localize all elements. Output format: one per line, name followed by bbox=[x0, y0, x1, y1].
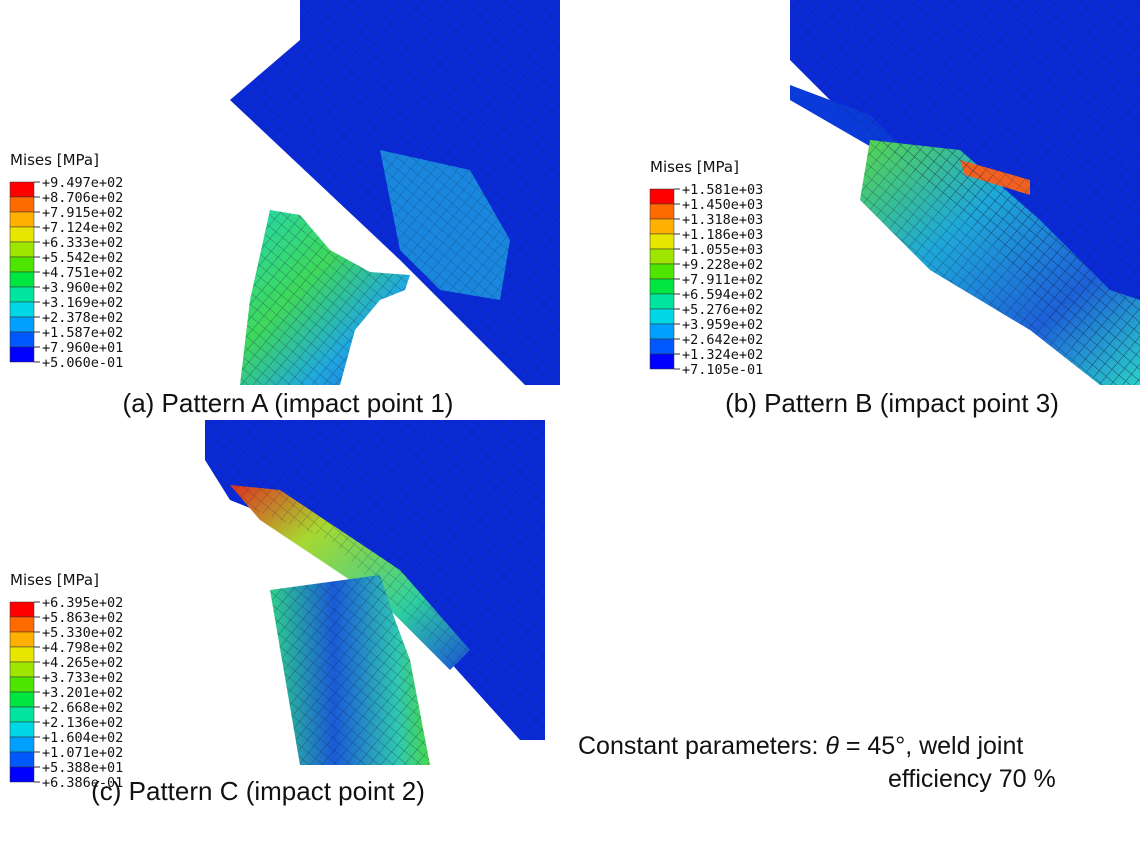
legend-swatch bbox=[10, 347, 34, 362]
legend-swatch bbox=[650, 339, 674, 354]
note-text: Constant parameters: bbox=[578, 732, 825, 760]
legend-value: +5.330e+02 bbox=[42, 625, 123, 641]
legend-swatch bbox=[10, 692, 34, 707]
legend-swatch bbox=[10, 272, 34, 287]
figure: (a) Pattern A (impact point 1) (b) Patte… bbox=[0, 0, 1140, 841]
legend-swatch bbox=[10, 242, 34, 257]
legend-value: +1.604e+02 bbox=[42, 730, 123, 746]
legend-swatch bbox=[10, 647, 34, 662]
legend-value: +3.960e+02 bbox=[42, 280, 123, 296]
legend-value: +5.060e-01 bbox=[42, 355, 123, 371]
legend-swatch bbox=[650, 354, 674, 369]
legend-swatch bbox=[650, 249, 674, 264]
legend-swatch bbox=[650, 309, 674, 324]
legend-value: +8.706e+02 bbox=[42, 190, 123, 206]
legend-swatch bbox=[10, 617, 34, 632]
legend-value: +9.497e+02 bbox=[42, 175, 123, 191]
legend-value: +3.169e+02 bbox=[42, 295, 123, 311]
legend-swatch bbox=[650, 234, 674, 249]
legend-swatch bbox=[10, 317, 34, 332]
legend-title: Mises [MPa] bbox=[650, 158, 739, 176]
legend-value: +9.228e+02 bbox=[682, 257, 763, 273]
legend-swatch bbox=[650, 264, 674, 279]
legend-value: +3.733e+02 bbox=[42, 670, 123, 686]
caption: (c) Pattern C (impact point 2) bbox=[91, 776, 425, 806]
legend-swatch bbox=[650, 189, 674, 204]
legend-title: Mises [MPa] bbox=[10, 151, 99, 169]
legend-value: +1.055e+03 bbox=[682, 242, 763, 258]
legend-swatch bbox=[10, 707, 34, 722]
legend-swatch bbox=[10, 632, 34, 647]
legend-value: +2.668e+02 bbox=[42, 700, 123, 716]
legend-swatch bbox=[10, 182, 34, 197]
legend-value: +6.594e+02 bbox=[682, 287, 763, 303]
legend-value: +1.318e+03 bbox=[682, 212, 763, 228]
legend-value: +6.333e+02 bbox=[42, 235, 123, 251]
legend-swatch bbox=[10, 302, 34, 317]
legend-value: +7.960e+01 bbox=[42, 340, 123, 356]
legend-value: +5.542e+02 bbox=[42, 250, 123, 266]
legend-value: +4.798e+02 bbox=[42, 640, 123, 656]
legend-swatch bbox=[10, 332, 34, 347]
legend-value: +1.186e+03 bbox=[682, 227, 763, 243]
note-symbol: θ bbox=[825, 732, 839, 760]
legend-swatch bbox=[10, 227, 34, 242]
legend-value: +4.751e+02 bbox=[42, 265, 123, 281]
legend-value: +4.265e+02 bbox=[42, 655, 123, 671]
legend-value: +1.071e+02 bbox=[42, 745, 123, 761]
fea-image-c bbox=[205, 420, 545, 765]
legend-value: +1.587e+02 bbox=[42, 325, 123, 341]
note: efficiency 70 % bbox=[888, 765, 1056, 793]
caption: (b) Pattern B (impact point 3) bbox=[725, 388, 1059, 418]
legend-swatch bbox=[10, 287, 34, 302]
fea-image-a bbox=[230, 0, 560, 385]
legend-value: +2.642e+02 bbox=[682, 332, 763, 348]
legend-value: +6.395e+02 bbox=[42, 595, 123, 611]
legend-value: +1.581e+03 bbox=[682, 182, 763, 198]
legend-value: +2.136e+02 bbox=[42, 715, 123, 731]
legend-value: +1.450e+03 bbox=[682, 197, 763, 213]
legend-swatch bbox=[10, 212, 34, 227]
legend-value: +3.201e+02 bbox=[42, 685, 123, 701]
legend-swatch bbox=[10, 197, 34, 212]
legend-value: +6.386e-01 bbox=[42, 775, 123, 791]
legend-value: +2.378e+02 bbox=[42, 310, 123, 326]
legend-title: Mises [MPa] bbox=[10, 571, 99, 589]
legend-swatch bbox=[10, 257, 34, 272]
legend-swatch bbox=[10, 662, 34, 677]
caption: (a) Pattern A (impact point 1) bbox=[123, 388, 454, 418]
legend-value: +7.124e+02 bbox=[42, 220, 123, 236]
fea-image-b bbox=[790, 0, 1140, 385]
legend-value: +3.959e+02 bbox=[682, 317, 763, 333]
legend-value: +5.276e+02 bbox=[682, 302, 763, 318]
legend-swatch bbox=[650, 324, 674, 339]
legend-swatch bbox=[10, 767, 34, 782]
legend-swatch bbox=[650, 204, 674, 219]
legend-swatch bbox=[650, 294, 674, 309]
legend-value: +7.911e+02 bbox=[682, 272, 763, 288]
legend-value: +1.324e+02 bbox=[682, 347, 763, 363]
legend-value: +7.105e-01 bbox=[682, 362, 763, 378]
legend-value: +5.388e+01 bbox=[42, 760, 123, 776]
legend-value: +7.915e+02 bbox=[42, 205, 123, 221]
legend-value: +5.863e+02 bbox=[42, 610, 123, 626]
legend-swatch bbox=[10, 602, 34, 617]
legend-swatch bbox=[10, 677, 34, 692]
legend-swatch bbox=[650, 279, 674, 294]
legend-swatch bbox=[10, 752, 34, 767]
note-text: = 45°, weld joint bbox=[839, 732, 1023, 760]
legend-swatch bbox=[10, 722, 34, 737]
legend-swatch bbox=[650, 219, 674, 234]
note: Constant parameters: θ = 45°, weld joint bbox=[578, 732, 1023, 760]
legend-swatch bbox=[10, 737, 34, 752]
